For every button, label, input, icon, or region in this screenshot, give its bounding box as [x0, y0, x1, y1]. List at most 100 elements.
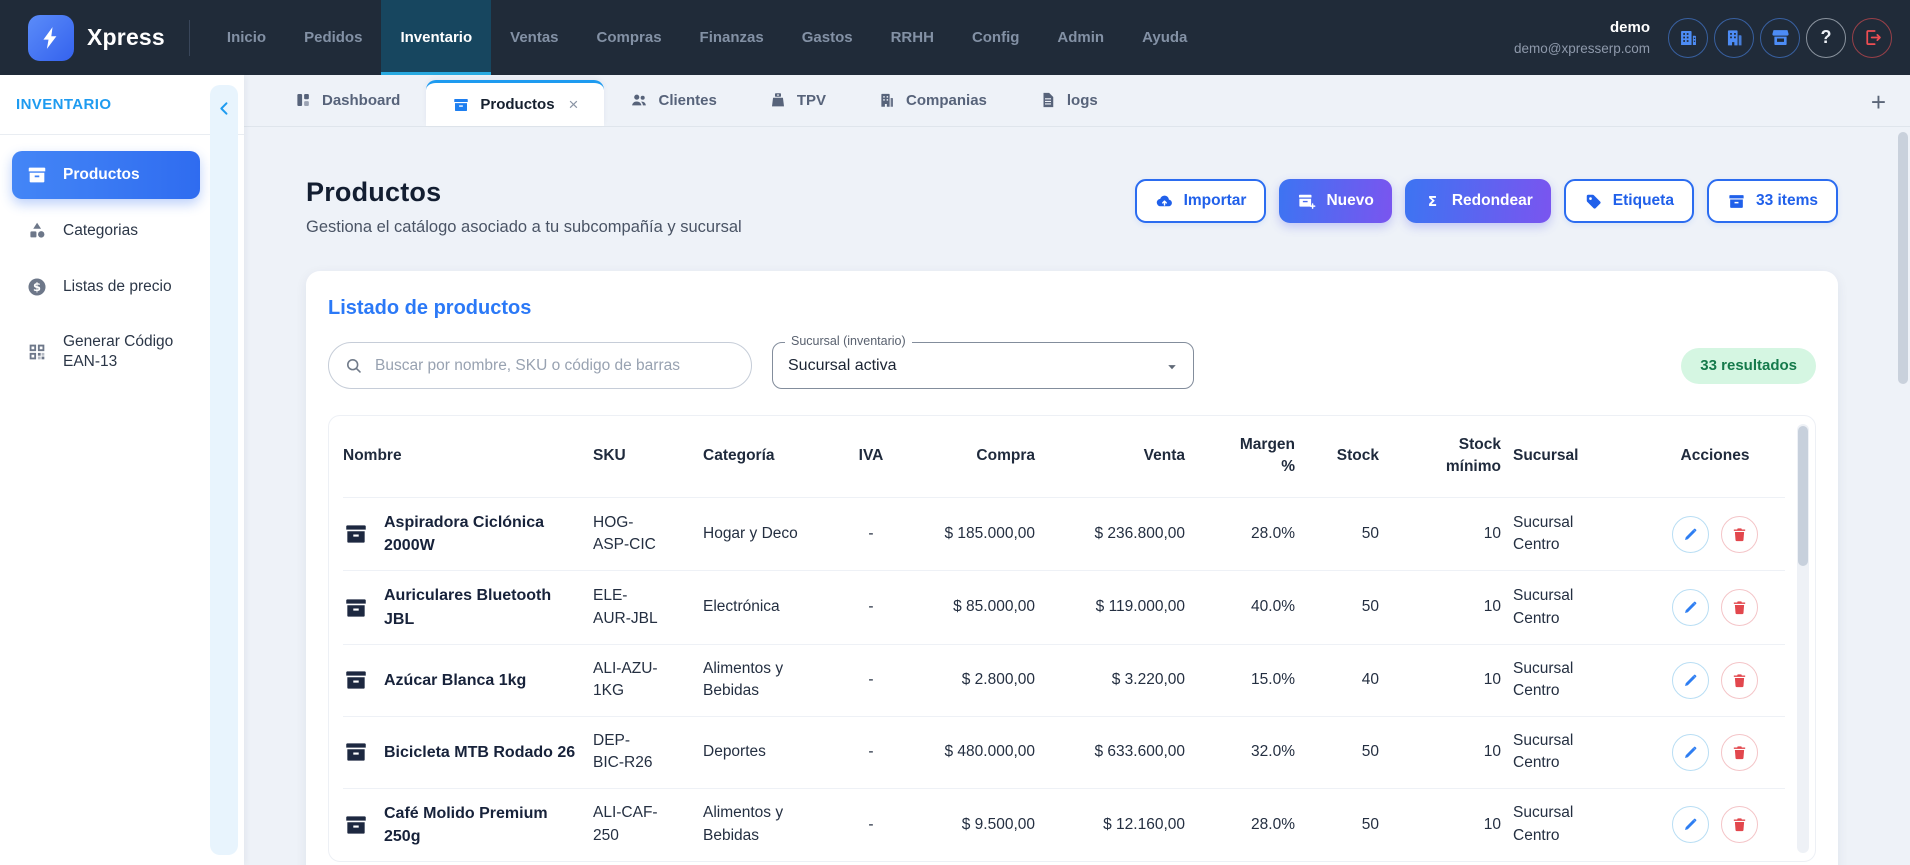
sidebar-item-generar-codigo-ean-13[interactable]: Generar Código EAN-13	[12, 319, 200, 385]
cell-categoria: Hogar y Deco	[703, 524, 798, 542]
column-header-sucursal: Sucursal	[1513, 447, 1579, 465]
nav-item-ayuda[interactable]: Ayuda	[1142, 29, 1188, 46]
tag-icon	[1584, 192, 1603, 211]
cell-venta: $ 236.800,00	[1094, 524, 1185, 542]
nav-icon-buttons: ?	[1668, 17, 1892, 58]
column-header-compra: Compra	[976, 447, 1035, 465]
delete-button[interactable]	[1721, 589, 1758, 626]
cell-nombre: Aspiradora Ciclónica 2000W	[343, 511, 593, 557]
column-header-margen: Margen %	[1239, 436, 1295, 476]
cell-margen: 28.0%	[1251, 524, 1295, 542]
button-label: 33 items	[1755, 192, 1818, 209]
tab-logs[interactable]: logs	[1013, 74, 1124, 126]
logout-icon	[1862, 27, 1883, 48]
box-plus-icon	[1297, 192, 1316, 211]
table-row: Azúcar Blanca 1kg ALI-AZU-1KG Alimentos y …	[343, 643, 1785, 716]
sidebar-item-listas-de-precio[interactable]: $ Listas de precio	[12, 263, 200, 311]
column-header-stock-minimo: Stock mínimo	[1445, 436, 1501, 476]
nav-item-rrhh[interactable]: RRHH	[890, 29, 934, 46]
store-button[interactable]	[1760, 17, 1800, 58]
column-header-sku: SKU	[593, 447, 626, 465]
edit-button[interactable]	[1672, 661, 1709, 699]
product-name: Auriculares Bluetooth JBL	[384, 587, 552, 628]
button-label: Redondear	[1451, 192, 1533, 209]
cell-iva: -	[868, 815, 874, 833]
logout-button[interactable]	[1852, 17, 1892, 58]
redondear-button[interactable]: Σ Redondear	[1404, 179, 1551, 223]
cell-compra: $ 185.000,00	[944, 524, 1035, 542]
cell-sucursal: Sucursal Centro	[1513, 587, 1574, 627]
product-name: Aspiradora Ciclónica 2000W	[384, 513, 545, 555]
sidebar-collapse-button[interactable]	[210, 85, 238, 855]
building-icon	[1724, 27, 1745, 48]
page-scrollbar-thumb[interactable]	[1898, 132, 1908, 384]
edit-button[interactable]	[1672, 515, 1709, 553]
search-icon	[344, 356, 363, 375]
cell-sku: DEP-BIC-R26	[593, 731, 653, 772]
etiqueta-button[interactable]: Etiqueta	[1563, 179, 1694, 223]
delete-button[interactable]	[1721, 515, 1758, 553]
delete-button[interactable]	[1721, 661, 1758, 699]
pos-icon	[769, 91, 787, 109]
select-label: Sucursal (inventario)	[785, 334, 912, 348]
sidebar-item-productos[interactable]: Productos	[12, 151, 200, 199]
tab-productos[interactable]: Productos ×	[426, 80, 605, 126]
search-input[interactable]	[328, 342, 752, 389]
help-button[interactable]: ?	[1806, 17, 1846, 58]
edit-button[interactable]	[1672, 589, 1709, 626]
building-icon	[878, 91, 896, 109]
brand-logo[interactable]: Xpress	[28, 14, 165, 61]
nav-item-gastos[interactable]: Gastos	[801, 29, 853, 46]
table-scrollbar-thumb[interactable]	[1798, 426, 1808, 566]
user-name: demo	[1609, 18, 1650, 36]
sidebar-title: INVENTARIO	[16, 96, 112, 113]
nav-item-config[interactable]: Config	[971, 29, 1020, 46]
close-tab-icon[interactable]: ×	[568, 94, 579, 114]
tab-companias[interactable]: Companias	[852, 74, 1013, 126]
33-items-button[interactable]: 33 items	[1706, 179, 1838, 223]
search-box	[328, 342, 752, 389]
nav-item-compras[interactable]: Compras	[596, 29, 662, 46]
sidebar-item-label: Generar Código EAN-13	[63, 333, 174, 371]
cell-compra: $ 9.500,00	[961, 815, 1035, 833]
delete-button[interactable]	[1721, 806, 1758, 844]
tab-tpv[interactable]: TPV	[743, 74, 852, 126]
cell-iva: -	[868, 524, 874, 542]
delete-button[interactable]	[1721, 733, 1758, 771]
table-scrollbar[interactable]	[1797, 424, 1809, 853]
nuevo-button[interactable]: Nuevo	[1279, 179, 1392, 223]
product-name: Café Molido Premium 250g	[384, 804, 548, 845]
nav-item-ventas[interactable]: Ventas	[510, 29, 559, 46]
tab-dashboard[interactable]: Dashboard	[268, 74, 426, 126]
table-row: Bicicleta MTB Rodado 26 DEP-BIC-R26 Deport…	[343, 715, 1785, 788]
edit-button[interactable]	[1672, 806, 1709, 844]
cell-stock: 50	[1361, 815, 1379, 833]
edit-button[interactable]	[1672, 733, 1709, 771]
nav-item-pedidos[interactable]: Pedidos	[304, 29, 363, 46]
cell-stock: 50	[1361, 598, 1379, 616]
cell-acciones	[1645, 589, 1785, 626]
nav-item-inventario[interactable]: Inventario	[381, 0, 492, 75]
nav-item-admin[interactable]: Admin	[1057, 29, 1105, 46]
button-label: Importar	[1183, 192, 1247, 209]
table-header-row: Nombre SKU Categoría IVA Compra Venta Margen %…	[343, 418, 1785, 497]
products-table: Nombre SKU Categoría IVA Compra Venta Margen %…	[328, 415, 1816, 862]
nav-item-finanzas[interactable]: Finanzas	[699, 29, 764, 46]
sucursal-select[interactable]: Sucursal (inventario) Sucursal activa	[772, 334, 1194, 389]
add-tab-button[interactable]: +	[1870, 87, 1886, 117]
cell-sucursal: Sucursal Centro	[1513, 659, 1574, 700]
page-content: Productos Gestiona el catálogo asociado …	[244, 127, 1910, 865]
sidebar-item-label: Productos	[63, 165, 140, 183]
nav-item-inicio[interactable]: Inicio	[226, 29, 267, 46]
importar-button[interactable]: Importar	[1134, 179, 1267, 223]
cell-sucursal: Sucursal Centro	[1513, 513, 1574, 554]
branches-button[interactable]	[1714, 17, 1754, 58]
sidebar-item-categorias[interactable]: Categorias	[12, 207, 200, 255]
user-block: demo demo@xpresserp.com	[1514, 17, 1650, 58]
cell-min: 10	[1483, 598, 1501, 616]
cell-venta: $ 3.220,00	[1111, 670, 1185, 688]
cell-nombre: Bicicleta MTB Rodado 26	[343, 739, 593, 765]
tab-clientes[interactable]: Clientes	[604, 74, 742, 126]
companies-button[interactable]	[1668, 17, 1708, 58]
file-icon	[1039, 91, 1057, 109]
